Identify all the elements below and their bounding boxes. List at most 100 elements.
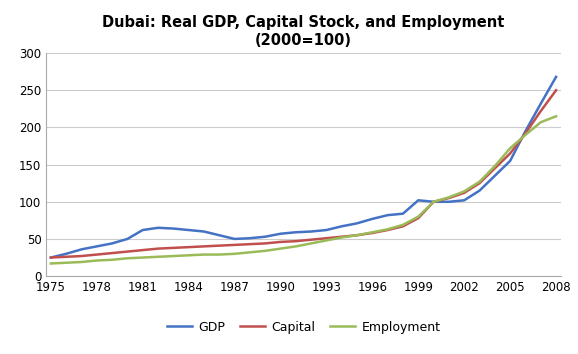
GDP bbox=[369, 217, 376, 221]
Employment bbox=[246, 250, 253, 255]
Capital bbox=[538, 109, 544, 113]
Employment bbox=[78, 260, 85, 264]
Employment bbox=[154, 255, 161, 259]
Employment bbox=[354, 233, 361, 238]
Employment bbox=[93, 258, 100, 263]
GDP bbox=[430, 200, 437, 204]
Capital bbox=[93, 252, 100, 257]
GDP bbox=[201, 229, 208, 234]
Capital bbox=[185, 245, 192, 249]
GDP bbox=[170, 227, 177, 231]
Employment bbox=[62, 261, 69, 265]
Capital bbox=[262, 241, 269, 246]
Employment bbox=[170, 254, 177, 258]
Capital bbox=[170, 246, 177, 250]
GDP bbox=[354, 221, 361, 225]
Employment bbox=[139, 256, 146, 260]
GDP bbox=[246, 236, 253, 240]
Capital bbox=[354, 233, 361, 238]
Employment bbox=[109, 258, 116, 262]
Employment bbox=[231, 252, 238, 256]
GDP bbox=[231, 237, 238, 241]
Legend: GDP, Capital, Employment: GDP, Capital, Employment bbox=[162, 316, 445, 339]
Employment bbox=[461, 189, 468, 194]
Capital bbox=[109, 251, 116, 255]
Capital bbox=[292, 239, 299, 243]
Employment bbox=[201, 252, 208, 257]
Employment bbox=[553, 114, 560, 118]
Capital bbox=[47, 256, 54, 260]
GDP bbox=[93, 244, 100, 249]
Employment bbox=[384, 227, 391, 232]
GDP bbox=[553, 75, 560, 79]
Capital bbox=[369, 231, 376, 235]
GDP bbox=[154, 226, 161, 230]
GDP bbox=[338, 224, 345, 228]
GDP bbox=[47, 256, 54, 260]
Employment bbox=[338, 235, 345, 240]
GDP bbox=[538, 102, 544, 106]
Employment bbox=[185, 253, 192, 257]
Employment bbox=[277, 246, 284, 251]
Capital bbox=[246, 242, 253, 246]
Capital bbox=[384, 228, 391, 232]
GDP bbox=[139, 228, 146, 232]
Employment bbox=[476, 179, 483, 184]
Capital bbox=[399, 224, 406, 228]
GDP bbox=[124, 237, 131, 241]
Employment bbox=[216, 252, 223, 257]
Capital bbox=[216, 244, 223, 248]
Line: Capital: Capital bbox=[51, 90, 556, 258]
GDP bbox=[399, 212, 406, 216]
GDP bbox=[446, 200, 453, 204]
Employment bbox=[369, 230, 376, 234]
Employment bbox=[262, 249, 269, 253]
GDP bbox=[507, 159, 514, 163]
Employment bbox=[522, 133, 529, 137]
Capital bbox=[323, 236, 330, 240]
Capital bbox=[201, 244, 208, 249]
Capital bbox=[430, 200, 437, 204]
Capital bbox=[476, 181, 483, 185]
Capital bbox=[124, 250, 131, 254]
Employment bbox=[538, 120, 544, 124]
Employment bbox=[507, 146, 514, 150]
Employment bbox=[307, 241, 314, 246]
Capital bbox=[62, 255, 69, 259]
Employment bbox=[47, 261, 54, 266]
GDP bbox=[185, 228, 192, 232]
GDP bbox=[384, 213, 391, 217]
GDP bbox=[277, 232, 284, 236]
Employment bbox=[491, 164, 498, 168]
GDP bbox=[216, 233, 223, 238]
Capital bbox=[154, 246, 161, 251]
GDP bbox=[415, 198, 422, 202]
GDP bbox=[109, 241, 116, 246]
Line: Employment: Employment bbox=[51, 116, 556, 263]
Employment bbox=[292, 244, 299, 249]
GDP bbox=[491, 174, 498, 178]
Capital bbox=[139, 248, 146, 252]
Line: GDP: GDP bbox=[51, 77, 556, 258]
GDP bbox=[292, 230, 299, 234]
Title: Dubai: Real GDP, Capital Stock, and Employment
(2000=100): Dubai: Real GDP, Capital Stock, and Empl… bbox=[102, 15, 505, 48]
GDP bbox=[476, 188, 483, 193]
Capital bbox=[446, 196, 453, 200]
GDP bbox=[262, 235, 269, 239]
Capital bbox=[307, 238, 314, 242]
GDP bbox=[461, 198, 468, 202]
Employment bbox=[323, 238, 330, 242]
Capital bbox=[507, 152, 514, 156]
Employment bbox=[124, 256, 131, 261]
GDP bbox=[323, 228, 330, 232]
Capital bbox=[522, 131, 529, 136]
GDP bbox=[522, 129, 529, 133]
Employment bbox=[446, 195, 453, 199]
Capital bbox=[491, 166, 498, 171]
GDP bbox=[78, 247, 85, 251]
Capital bbox=[231, 243, 238, 247]
Capital bbox=[338, 235, 345, 239]
Employment bbox=[415, 215, 422, 219]
Employment bbox=[430, 200, 437, 204]
Capital bbox=[553, 88, 560, 92]
